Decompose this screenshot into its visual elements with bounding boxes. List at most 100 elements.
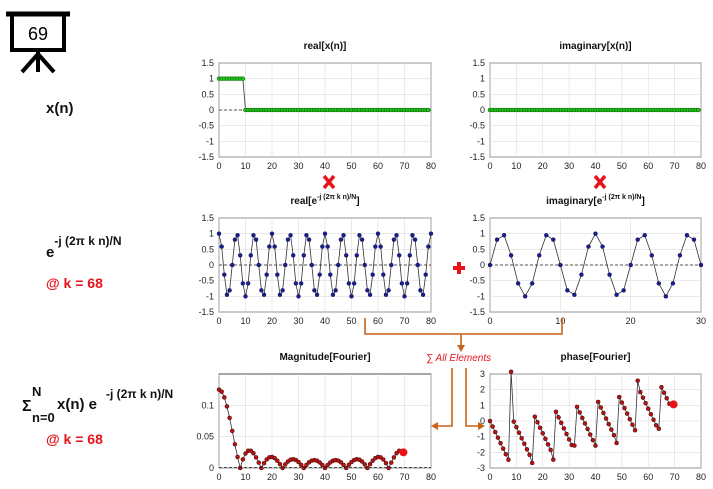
data-point bbox=[298, 281, 304, 286]
data-point bbox=[426, 244, 431, 249]
data-point bbox=[574, 404, 580, 410]
data-point bbox=[663, 294, 669, 299]
data-point bbox=[614, 292, 619, 297]
chart-real-exp: 0 10 20 30 40 50 60 70 80 1.5 1 0.5 0 -0.5 -1 -1.5 real[… bbox=[198, 194, 436, 326]
data-point bbox=[216, 231, 222, 236]
y-tick-label: -0.5 bbox=[198, 121, 214, 131]
data-point bbox=[219, 244, 224, 249]
chart-real-xn: 0 10 20 30 40 50 60 70 80 1.5 1 0.5 0 -0.5 -1 -1.5 real[… bbox=[198, 41, 436, 171]
data-point bbox=[277, 292, 283, 297]
data-point bbox=[309, 262, 314, 268]
data-point bbox=[558, 262, 563, 268]
data-point bbox=[330, 292, 336, 297]
data-point bbox=[373, 244, 378, 249]
data-point bbox=[248, 253, 254, 258]
data-point bbox=[296, 459, 301, 465]
data-point bbox=[600, 244, 605, 249]
y-tick-label: 3 bbox=[480, 369, 485, 379]
data-point bbox=[506, 457, 511, 463]
x-tick-label: 40 bbox=[590, 161, 600, 171]
data-point bbox=[272, 455, 277, 461]
x-tick-label: 70 bbox=[399, 472, 409, 482]
data-point bbox=[283, 462, 288, 467]
data-point bbox=[558, 420, 564, 426]
chart-imag-exp: 0 10 20 30 1.5 1 0.5 0 -0.5 -1 -1.5 imaginary[e-j (… bbox=[469, 194, 706, 326]
data-point bbox=[280, 288, 285, 293]
x-tick-label: 70 bbox=[670, 472, 680, 482]
x-tick-label: 10 bbox=[240, 161, 250, 171]
current-marker bbox=[669, 400, 678, 409]
data-point bbox=[301, 253, 306, 258]
data-point bbox=[698, 262, 704, 268]
y-tick-label: 1 bbox=[209, 229, 214, 239]
y-tick-label: -0.5 bbox=[469, 276, 485, 286]
x-tick-label: 60 bbox=[373, 161, 383, 171]
x-tick-label: 80 bbox=[426, 316, 436, 326]
data-point bbox=[577, 410, 582, 415]
data-point bbox=[587, 432, 593, 437]
data-point bbox=[285, 237, 291, 242]
data-point bbox=[346, 462, 352, 468]
xn-label: x(n) bbox=[46, 100, 74, 117]
data-point bbox=[243, 294, 248, 299]
data-point bbox=[306, 237, 312, 242]
data-point bbox=[643, 400, 648, 406]
y-tick-label: -1 bbox=[206, 136, 214, 146]
data-point bbox=[235, 233, 240, 238]
data-point bbox=[386, 288, 391, 293]
data-point bbox=[251, 233, 256, 238]
data-point bbox=[653, 423, 659, 428]
data-point bbox=[556, 415, 561, 420]
data-point bbox=[320, 462, 325, 468]
x-tick-label: 20 bbox=[538, 472, 548, 482]
data-point bbox=[628, 262, 633, 268]
data-point bbox=[301, 465, 307, 471]
y-tick-label: -1 bbox=[477, 291, 485, 301]
x-tick-label: 30 bbox=[564, 161, 574, 171]
data-point bbox=[410, 233, 415, 238]
data-point bbox=[272, 244, 277, 249]
data-point bbox=[426, 107, 431, 113]
data-point bbox=[423, 272, 428, 277]
x-tick-label: 0 bbox=[216, 316, 221, 326]
data-point bbox=[227, 415, 232, 421]
data-point bbox=[659, 384, 664, 390]
data-point bbox=[548, 447, 553, 453]
data-point bbox=[370, 458, 375, 463]
exp-power: -j (2π k n)/N bbox=[54, 234, 122, 248]
x-tick-label: 60 bbox=[643, 472, 653, 482]
data-point bbox=[593, 231, 598, 236]
y-tick-label: 0.5 bbox=[472, 244, 485, 254]
data-point bbox=[264, 272, 269, 277]
data-point bbox=[635, 237, 640, 242]
data-point bbox=[530, 281, 535, 286]
data-point bbox=[375, 231, 381, 236]
chart-magnitude: 0 10 20 30 40 50 60 70 80 0.1 0.05 0 Magnitude[Fouri… bbox=[196, 352, 436, 482]
k-label-1: @ k = 68 bbox=[46, 275, 103, 291]
data-point bbox=[359, 237, 365, 242]
data-point bbox=[322, 231, 328, 236]
x-tick-label: 30 bbox=[293, 161, 303, 171]
data-point bbox=[677, 253, 683, 258]
y-tick-label: -1.5 bbox=[469, 152, 485, 162]
x-tick-label: 20 bbox=[538, 161, 548, 171]
y-tick-label: -2 bbox=[477, 447, 485, 457]
y-tick-label: 0 bbox=[480, 416, 485, 426]
data-point bbox=[336, 262, 341, 268]
y-tick-label: 1.5 bbox=[201, 213, 214, 223]
y-tick-label: 0 bbox=[209, 463, 214, 473]
data-point bbox=[670, 281, 676, 286]
data-point bbox=[621, 288, 626, 293]
data-point bbox=[349, 294, 354, 299]
data-point bbox=[362, 262, 367, 268]
data-point bbox=[553, 409, 559, 415]
data-point bbox=[224, 404, 230, 409]
data-point bbox=[561, 426, 567, 431]
y-tick-label: 0.05 bbox=[196, 432, 214, 442]
y-tick-label: -1.5 bbox=[469, 307, 485, 317]
data-point bbox=[540, 431, 545, 436]
data-point bbox=[280, 465, 285, 471]
data-point bbox=[251, 450, 256, 456]
k-label-2: @ k = 68 bbox=[46, 431, 103, 447]
data-point bbox=[642, 233, 647, 238]
